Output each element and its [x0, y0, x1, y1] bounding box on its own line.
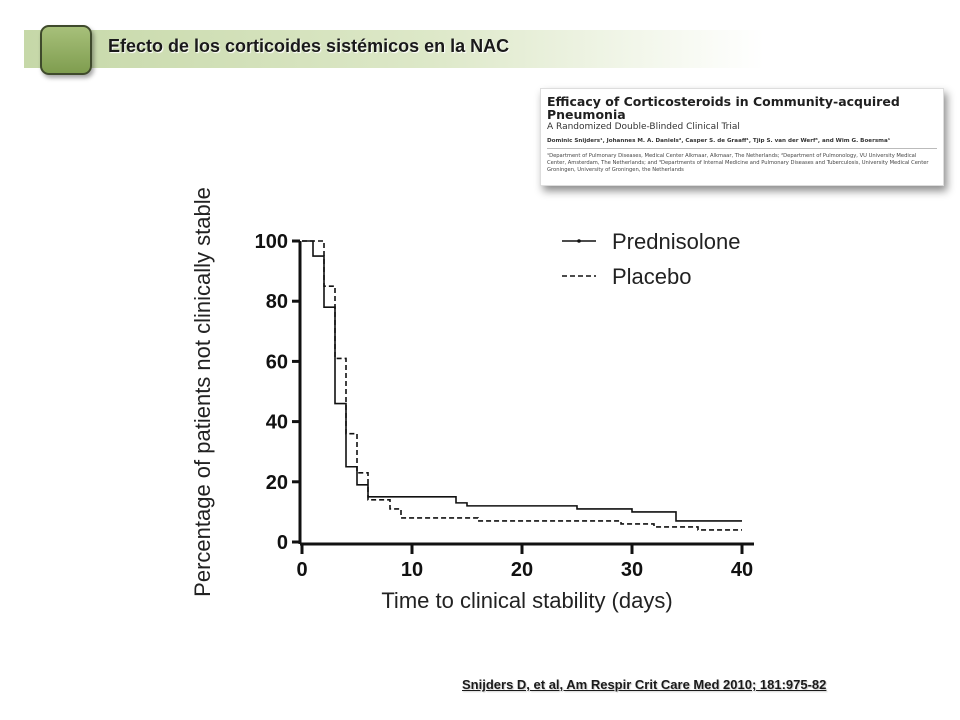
y-tick-label: 0	[277, 532, 288, 554]
paper-affiliations: ¹Department of Pulmonary Diseases, Medic…	[547, 153, 929, 173]
paper-title: Efficacy of Corticosteroids in Community…	[547, 94, 900, 122]
paper-divider	[547, 148, 937, 149]
x-tick-label: 10	[401, 559, 423, 581]
legend-label-prednisolone: Prednisolone	[612, 229, 740, 254]
y-tick-label: 20	[266, 472, 288, 494]
y-tick-label: 100	[255, 231, 288, 253]
paper-authors: Dominic Snijders¹, Johannes M. A. Daniel…	[547, 138, 891, 144]
legend-label-placebo: Placebo	[612, 264, 692, 289]
header-badge	[40, 25, 92, 75]
y-tick-label: 80	[266, 291, 288, 313]
slide-title: Efecto de los corticoides sistémicos en …	[108, 36, 510, 56]
chart-ticks: 0 20 40 60 80 100 0 10 20 30 40	[255, 231, 754, 581]
series-line-placebo	[302, 240, 742, 531]
y-axis-label: Percentage of patients not clinically st…	[190, 187, 215, 597]
chart-axes	[298, 241, 754, 546]
chart-series	[302, 240, 742, 531]
x-tick-label: 40	[731, 559, 753, 581]
header-band	[24, 30, 764, 68]
citation: Snijders D, et al, Am Respir Crit Care M…	[462, 677, 827, 692]
paper-subtitle: A Randomized Double-Blinded Clinical Tri…	[547, 122, 740, 132]
x-tick-label: 0	[296, 559, 307, 581]
x-tick-label: 20	[511, 559, 533, 581]
legend-marker	[577, 239, 581, 243]
y-tick-label: 40	[266, 412, 288, 434]
paper-abstract-card: Efficacy of Corticosteroids in Community…	[540, 88, 944, 186]
y-tick-label: 60	[266, 351, 288, 373]
chart-legend: Prednisolone Placebo	[562, 229, 740, 289]
x-axis-label: Time to clinical stability (days)	[381, 588, 672, 613]
x-tick-label: 30	[621, 559, 643, 581]
